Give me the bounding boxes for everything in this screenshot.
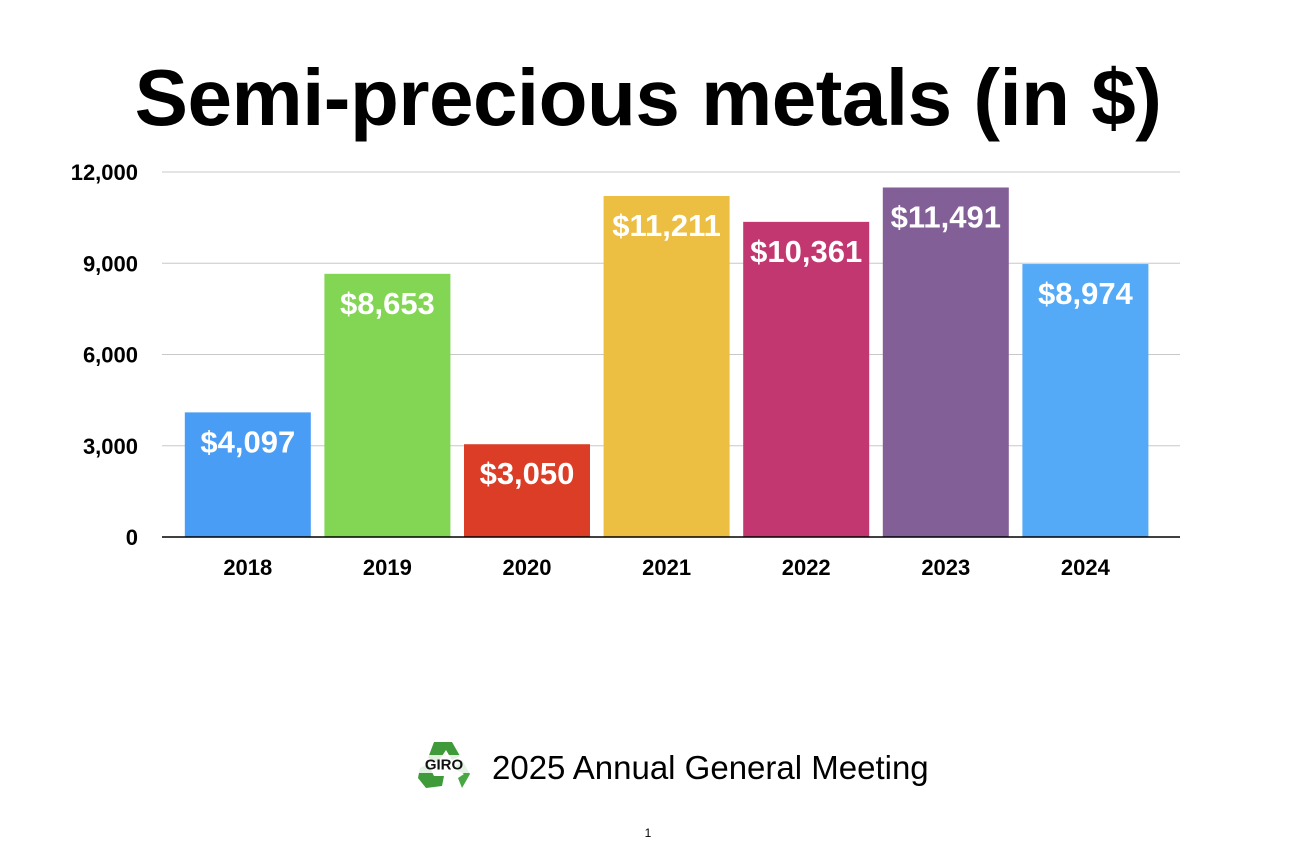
bars (184, 187, 1149, 537)
y-tick-label: 6,000 (83, 343, 138, 368)
x-tick-label: 2019 (363, 555, 412, 580)
svg-text:GIRO: GIRO (425, 757, 464, 774)
x-tick-label: 2021 (642, 555, 691, 580)
y-tick-label: 9,000 (83, 251, 138, 276)
footer-text: 2025 Annual General Meeting (492, 749, 929, 786)
bar (464, 444, 590, 537)
x-tick-label: 2023 (921, 555, 970, 580)
recycle-icon: GIRO (415, 742, 473, 788)
axes: 0 3,000 6,000 9,000 12,000 2018 2019 2020 2021 20… (71, 160, 1180, 580)
bar (603, 195, 730, 537)
data-labels: $4,097 $8,653 $3,050 $11,211 $10,361 $11,491 $… (200, 199, 1133, 491)
x-tick-label: 2018 (223, 555, 272, 580)
y-tick-label: 12,000 (71, 160, 138, 185)
bar (324, 273, 451, 537)
page-number: 1 (644, 826, 652, 840)
y-tick-label: 3,000 (83, 434, 138, 459)
y-tick-label: 0 (126, 525, 138, 550)
x-tick-label: 2024 (1061, 555, 1111, 580)
bar (184, 412, 311, 537)
bar (882, 187, 1009, 537)
data-label: $4,097 (200, 424, 295, 459)
data-label: $11,491 (891, 199, 1001, 234)
data-label: $10,361 (750, 234, 862, 269)
bar-chart: $4,097 $8,653 $3,050 $11,211 $10,361 $11,491 $… (71, 160, 1180, 580)
x-tick-label: 2022 (782, 555, 831, 580)
data-label: $8,974 (1038, 276, 1134, 311)
bar (1022, 264, 1149, 537)
footer: GIRO 2025 Annual General Meeting (0, 736, 1296, 796)
slide-title: Semi-precious metals (in $) (134, 53, 1162, 142)
data-label: $3,050 (480, 456, 575, 491)
data-label: $8,653 (340, 286, 435, 321)
x-tick-label: 2020 (503, 555, 552, 580)
data-label: $11,211 (612, 208, 721, 243)
bar (743, 221, 870, 537)
